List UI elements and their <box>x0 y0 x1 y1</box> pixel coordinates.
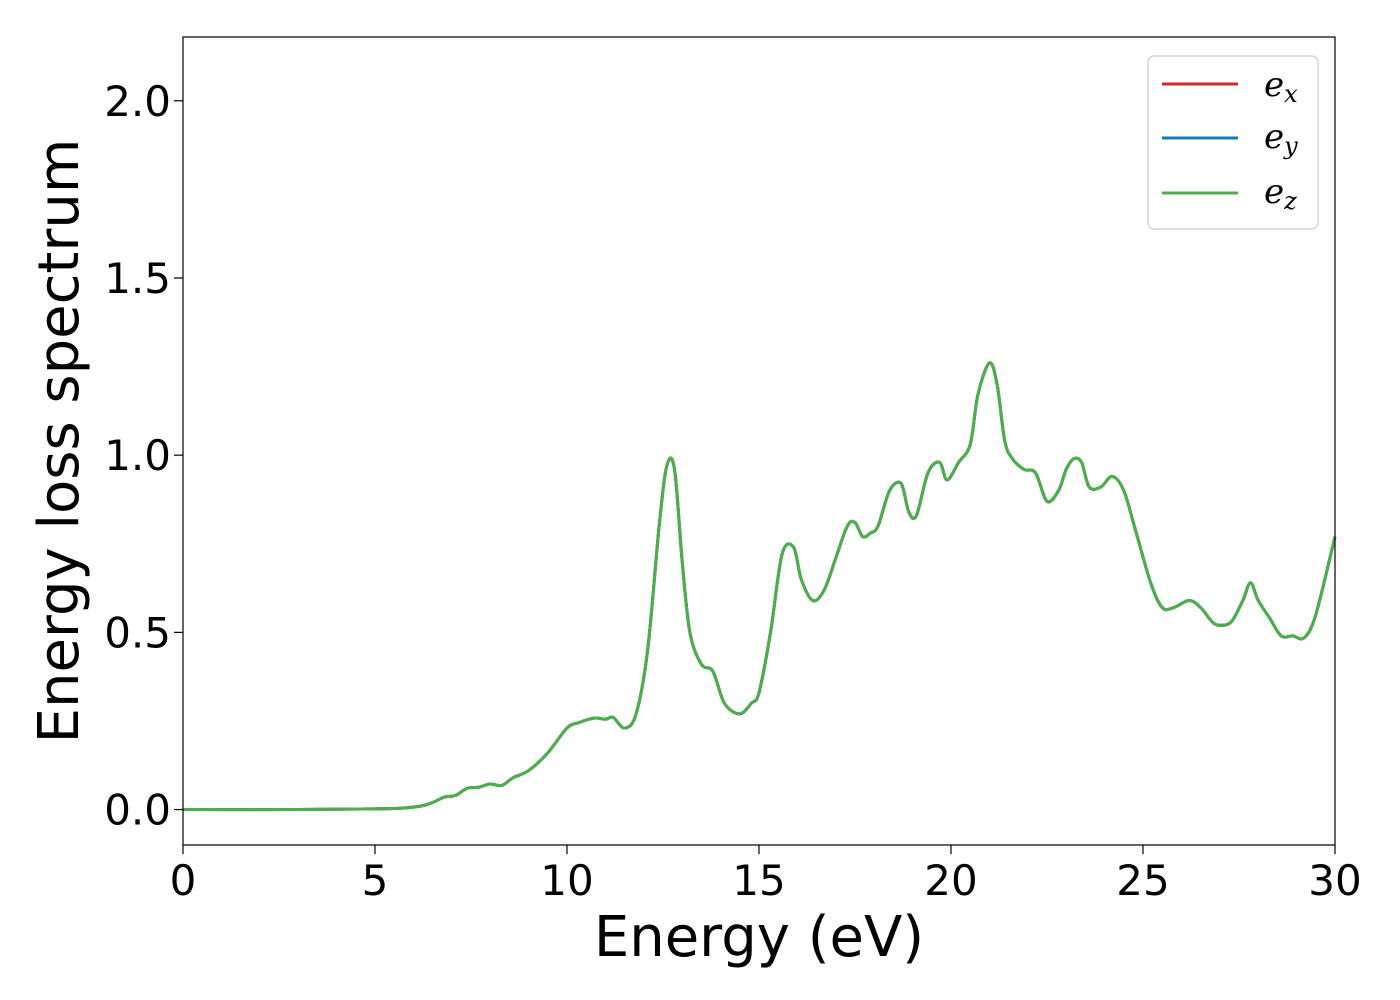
legend-sub-ez: z <box>1283 187 1297 215</box>
x-tick-label-0: 0 <box>170 856 197 905</box>
legend-label-ex: e <box>1264 65 1284 105</box>
legend-entry-ey: ey <box>1162 117 1298 160</box>
x-tick-label-5: 5 <box>362 856 389 905</box>
x-axis: 0 5 10 15 20 25 30 <box>170 845 1362 905</box>
legend-label-ez: e <box>1264 172 1284 212</box>
y-tick-label-0.5: 0.5 <box>104 608 171 657</box>
legend-sub-ex: x <box>1284 80 1298 108</box>
legend-entry-ez: ez <box>1162 172 1297 215</box>
x-tick-label-20: 20 <box>924 856 977 905</box>
svg-text:ey: ey <box>1264 117 1298 160</box>
legend-entry-ex: ex <box>1162 65 1298 108</box>
series-layer <box>182 361 1337 812</box>
y-axis-title: Energy loss spectrum <box>27 139 92 744</box>
x-tick-label-30: 30 <box>1308 856 1361 905</box>
y-tick-label-1.5: 1.5 <box>104 254 171 303</box>
y-tick-label-0: 0.0 <box>104 786 171 835</box>
legend: ex ey ez <box>1147 55 1319 230</box>
svg-text:ez: ez <box>1264 172 1297 215</box>
legend-box <box>1147 55 1319 230</box>
y-axis: 0.0 0.5 1.0 1.5 2.0 <box>104 77 183 835</box>
legend-label-ey: e <box>1264 117 1284 157</box>
legend-sub-ey: y <box>1283 132 1298 160</box>
y-tick-label-1: 1.0 <box>104 431 171 480</box>
plot-background <box>183 37 1335 845</box>
series-line-ez <box>182 361 1337 812</box>
y-tick-label-2: 2.0 <box>104 77 171 126</box>
svg-text:ex: ex <box>1264 65 1298 108</box>
x-axis-title: Energy (eV) <box>594 905 924 970</box>
x-tick-label-15: 15 <box>732 856 785 905</box>
x-tick-label-25: 25 <box>1116 856 1169 905</box>
x-tick-label-10: 10 <box>540 856 593 905</box>
